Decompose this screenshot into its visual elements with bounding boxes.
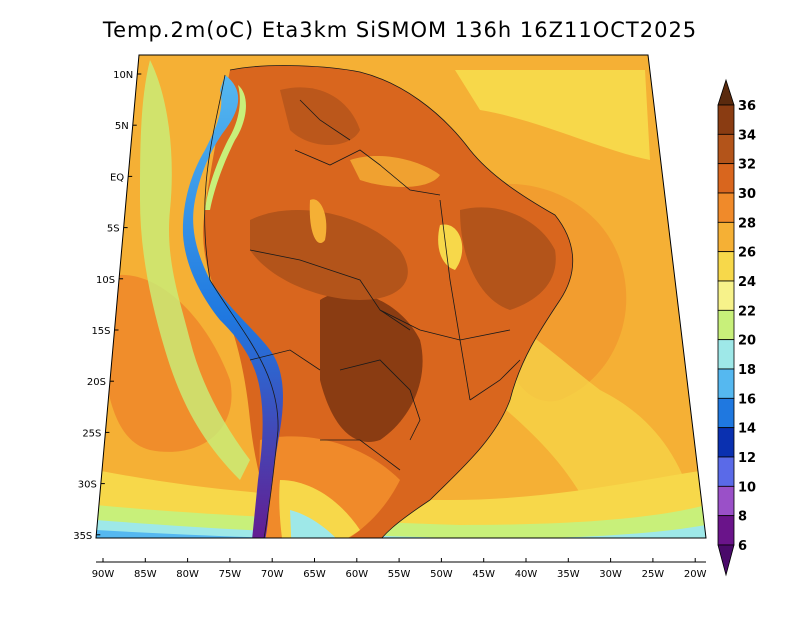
lon-tick-label: 20W — [684, 569, 707, 580]
atlantic-south-area — [470, 300, 700, 538]
hot-interior-central — [320, 292, 423, 442]
lon-tick-label: 60W — [345, 569, 368, 580]
hot-interior-northeast — [460, 207, 556, 310]
lat-tick-label: 15S — [91, 326, 110, 337]
lon-tick-label: 55W — [388, 569, 411, 580]
lat-tick-label: EQ — [110, 172, 124, 183]
lon-tick-label: 35W — [557, 569, 580, 580]
colorbar-label: 32 — [738, 158, 756, 173]
lon-tick-label: 75W — [219, 569, 242, 580]
lon-tick-label: 70W — [261, 569, 284, 580]
lon-tick-label: 30W — [599, 569, 622, 580]
colorbar-segment — [717, 251, 735, 282]
lat-tick-label: 10S — [96, 275, 115, 286]
colorbar: 36 34 32 30 28 26 24 22 20 18 16 14 12 10 8 6 — [717, 78, 756, 577]
colorbar-segment — [717, 192, 735, 223]
colorbar-top-arrow — [717, 78, 735, 106]
colorbar-label: 28 — [738, 216, 756, 231]
pacific-coastal-strip — [140, 60, 250, 480]
lon-tick-label: 25W — [642, 569, 665, 580]
lat-tick-label: 10N — [113, 70, 133, 81]
lat-tick-label: 5S — [107, 224, 120, 235]
andes-cold-ridge — [182, 75, 283, 538]
colorbar-bottom-arrow — [717, 544, 735, 577]
south-land-mild — [279, 480, 360, 538]
hot-interior-venezuela — [280, 87, 360, 145]
colorbar-segment — [717, 515, 735, 546]
colorbar-label: 36 — [738, 99, 756, 114]
mild-patch-3 — [350, 155, 440, 187]
lat-tick-label: 35S — [73, 531, 92, 542]
colorbar-segment — [717, 339, 735, 370]
longitude-axis: 90W 85W 80W 75W 70W 65W 60W 55W 50W 45W 40W 35W 30W 2… — [92, 558, 707, 580]
lat-tick-label: 30S — [78, 480, 97, 491]
colorbar-segment — [717, 397, 735, 429]
colorbar-label: 14 — [738, 422, 756, 437]
colorbar-segment — [717, 221, 735, 253]
colorbar-segment — [717, 309, 735, 341]
colorbar-segment — [717, 485, 735, 517]
lon-tick-label: 65W — [303, 569, 326, 580]
colorbar-label: 20 — [738, 334, 756, 349]
andes-foothills — [205, 85, 246, 210]
colorbar-label: 18 — [738, 363, 756, 378]
colorbar-label: 24 — [738, 275, 756, 290]
south-land-cool — [290, 510, 345, 538]
colorbar-label: 12 — [738, 451, 756, 466]
colorbar-label: 30 — [738, 187, 756, 202]
lat-tick-label: 5N — [115, 121, 129, 132]
colorbar-segment — [717, 427, 735, 458]
lon-tick-label: 85W — [134, 569, 157, 580]
colorbar-segment — [717, 280, 735, 311]
lon-tick-label: 40W — [515, 569, 538, 580]
colorbar-label: 34 — [738, 128, 756, 143]
map-frame — [95, 54, 707, 539]
colorbar-label: 8 — [738, 510, 747, 525]
lon-tick-label: 80W — [176, 569, 199, 580]
map-title: Temp.2m(oC) Eta3km SiSMOM 136h 16Z11OCT2… — [102, 18, 698, 42]
temperature-field — [96, 55, 706, 538]
colorbar-segment — [717, 163, 735, 194]
colorbar-label: 22 — [738, 304, 756, 319]
lon-tick-label: 45W — [472, 569, 495, 580]
hot-interior-amazon — [250, 210, 408, 300]
colorbar-segment — [717, 133, 735, 165]
colorbar-label: 10 — [738, 480, 756, 495]
latitude-axis: 10N 5N EQ 5S 10S 15S 20S 25S 30S 35S — [73, 70, 142, 542]
lat-tick-label: 20S — [87, 377, 106, 388]
country-borders — [204, 65, 574, 538]
colorbar-label: 6 — [738, 539, 747, 554]
lon-tick-label: 90W — [92, 569, 115, 580]
atlantic-north-area — [455, 70, 650, 160]
colorbar-label: 26 — [738, 246, 756, 261]
lon-tick-label: 50W — [430, 569, 453, 580]
colorbar-segment — [717, 368, 735, 399]
mild-patch-1 — [309, 199, 327, 244]
colorbar-label: 16 — [738, 392, 756, 407]
colorbar-segment — [717, 456, 735, 487]
colorbar-segment — [717, 104, 735, 135]
lat-tick-label: 25S — [82, 428, 101, 439]
